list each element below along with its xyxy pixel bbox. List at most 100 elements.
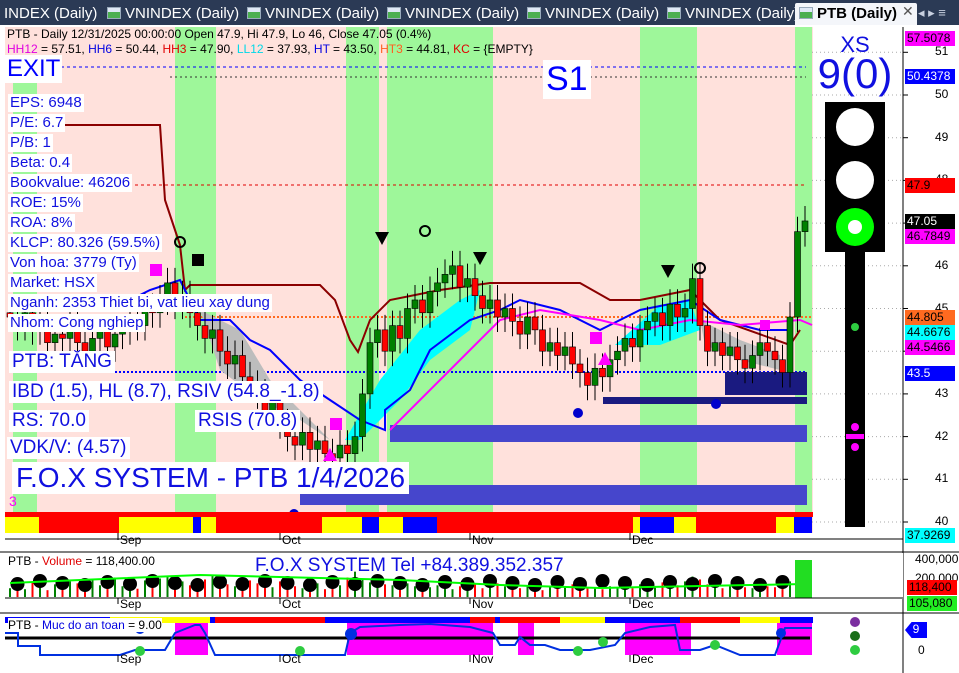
indicator-value: = {EMPTY} — [469, 42, 533, 56]
close-tab-icon[interactable]: ✕ — [902, 3, 914, 19]
volume-dot — [55, 576, 70, 590]
volume-tick: 400,000 — [915, 552, 959, 566]
candle-body — [689, 278, 696, 309]
tab-3[interactable]: VNINDEX (Daily) — [383, 3, 520, 25]
candle-body — [771, 350, 779, 361]
month-ticks — [117, 533, 631, 662]
month-label: Dec — [632, 597, 654, 611]
candle-body — [239, 355, 246, 378]
tab-4[interactable]: VNINDEX (Daily) — [523, 3, 660, 25]
tab-2[interactable]: VNINDEX (Daily) — [243, 3, 380, 25]
candle-body — [741, 359, 749, 369]
price-tick-label: 43 — [935, 385, 949, 400]
tab-scroll-arrows[interactable]: ◂ ▸ ≡ — [918, 5, 946, 20]
price-tick-label: 51 — [935, 44, 949, 59]
tab-label: PTB (Daily) — [817, 5, 898, 22]
candle-body — [719, 342, 726, 356]
candle-body — [456, 265, 464, 288]
uptrend-channel — [345, 290, 480, 440]
month-label: Sep — [120, 597, 142, 611]
tab-0[interactable]: INDEX (Daily) — [0, 3, 100, 25]
signal-color-strip — [5, 512, 813, 533]
volume-dot — [123, 577, 137, 591]
volume-dot — [78, 578, 92, 592]
price-tag: 50.4378 — [905, 69, 955, 84]
volume-dot — [168, 576, 182, 590]
volume-dot — [10, 577, 25, 591]
volume-dot — [528, 578, 542, 592]
candle-body — [794, 231, 801, 318]
candle-body — [599, 367, 606, 378]
candle-body — [359, 393, 366, 437]
candle-body — [344, 444, 351, 454]
volume-dot — [213, 575, 227, 589]
price-tick-label: 46 — [935, 257, 949, 272]
count-label: 3 — [9, 493, 17, 509]
price-chart[interactable] — [0, 25, 959, 673]
buy-triangle-icon — [323, 448, 337, 461]
price-tag: 44.805 — [905, 310, 955, 325]
indicator-name: HT3 — [380, 42, 403, 56]
fundamental-item: KLCP: 80.326 (59.5%) — [8, 234, 163, 252]
buy-triangle-icon — [598, 352, 612, 365]
volume-tag-current: 118,400 — [907, 580, 957, 595]
candle-body — [614, 350, 621, 361]
indicator-value: = 37.93, — [263, 42, 314, 56]
vdk-label: VDK/V: (4.57) — [7, 437, 130, 459]
tab-1[interactable]: VNINDEX (Daily) — [103, 3, 240, 25]
xs-label: XS — [840, 32, 870, 57]
volume-dot — [775, 575, 790, 589]
fundamental-item: Nganh: 2353 Thiet bi, vat lieu xay dung — [8, 294, 272, 312]
candle-body — [591, 367, 599, 386]
candle-body — [471, 278, 479, 296]
volume-dot — [730, 576, 745, 590]
price-tag: 44.6676 — [905, 325, 955, 340]
candle-body — [561, 346, 569, 356]
candle-body — [531, 316, 539, 331]
candle-body — [494, 299, 501, 318]
candle-body — [434, 282, 441, 292]
candle-body — [299, 432, 306, 446]
xs-value: 9(0) — [817, 50, 893, 97]
candle-body — [554, 342, 561, 356]
ibd-label: IBD (1.5), HL (8.7), RSIV (54.8_-1.8) — [9, 381, 323, 403]
price-tag: 47.05 — [905, 214, 955, 229]
fundamental-item: Von hoa: 3779 (Ty) — [8, 254, 139, 272]
month-label: Sep — [120, 533, 142, 547]
candle-body — [584, 372, 591, 386]
volume-highlight — [795, 560, 812, 598]
indicator-name: HT — [313, 42, 330, 56]
chart-icon — [107, 7, 121, 19]
tab-5[interactable]: VNINDEX (Daily) — [663, 3, 799, 25]
candle-body — [351, 436, 359, 454]
sell-triangle-icon — [661, 265, 675, 278]
safety-value-tag: 9 — [905, 622, 927, 638]
candle-body — [426, 291, 434, 314]
traffic-light-top — [836, 108, 874, 146]
indicator-name: HH12 — [7, 42, 38, 56]
price-tag: 47.9 — [905, 178, 955, 193]
tab-6[interactable]: PTB (Daily) — [795, 3, 917, 25]
volume-dot — [573, 577, 587, 591]
candle-body — [636, 329, 644, 348]
indicator-value: = 43.50, — [329, 42, 381, 56]
chart-icon — [387, 7, 401, 19]
month-label: Nov — [472, 533, 494, 547]
candle-body — [411, 299, 419, 309]
fundamental-item: P/E: 6.7 — [8, 114, 66, 132]
candle-body — [704, 325, 711, 352]
indicator-value: = 47.90, — [186, 42, 237, 56]
candle-body — [629, 338, 636, 348]
candle-body — [194, 312, 201, 326]
tab-label: VNINDEX (Daily) — [125, 5, 240, 22]
candle-body — [314, 440, 321, 450]
candle-body — [486, 299, 494, 309]
candle-body — [711, 342, 719, 352]
safety-title: PTB - Muc do an toan = 9.00 — [8, 618, 162, 632]
fundamental-item: Bookvalue: 46206 — [8, 174, 133, 192]
candle-body — [606, 359, 614, 378]
candle-body — [696, 278, 704, 326]
volume-dot — [303, 578, 317, 592]
fundamental-item: Beta: 0.4 — [8, 154, 73, 172]
candle-body — [539, 329, 546, 352]
